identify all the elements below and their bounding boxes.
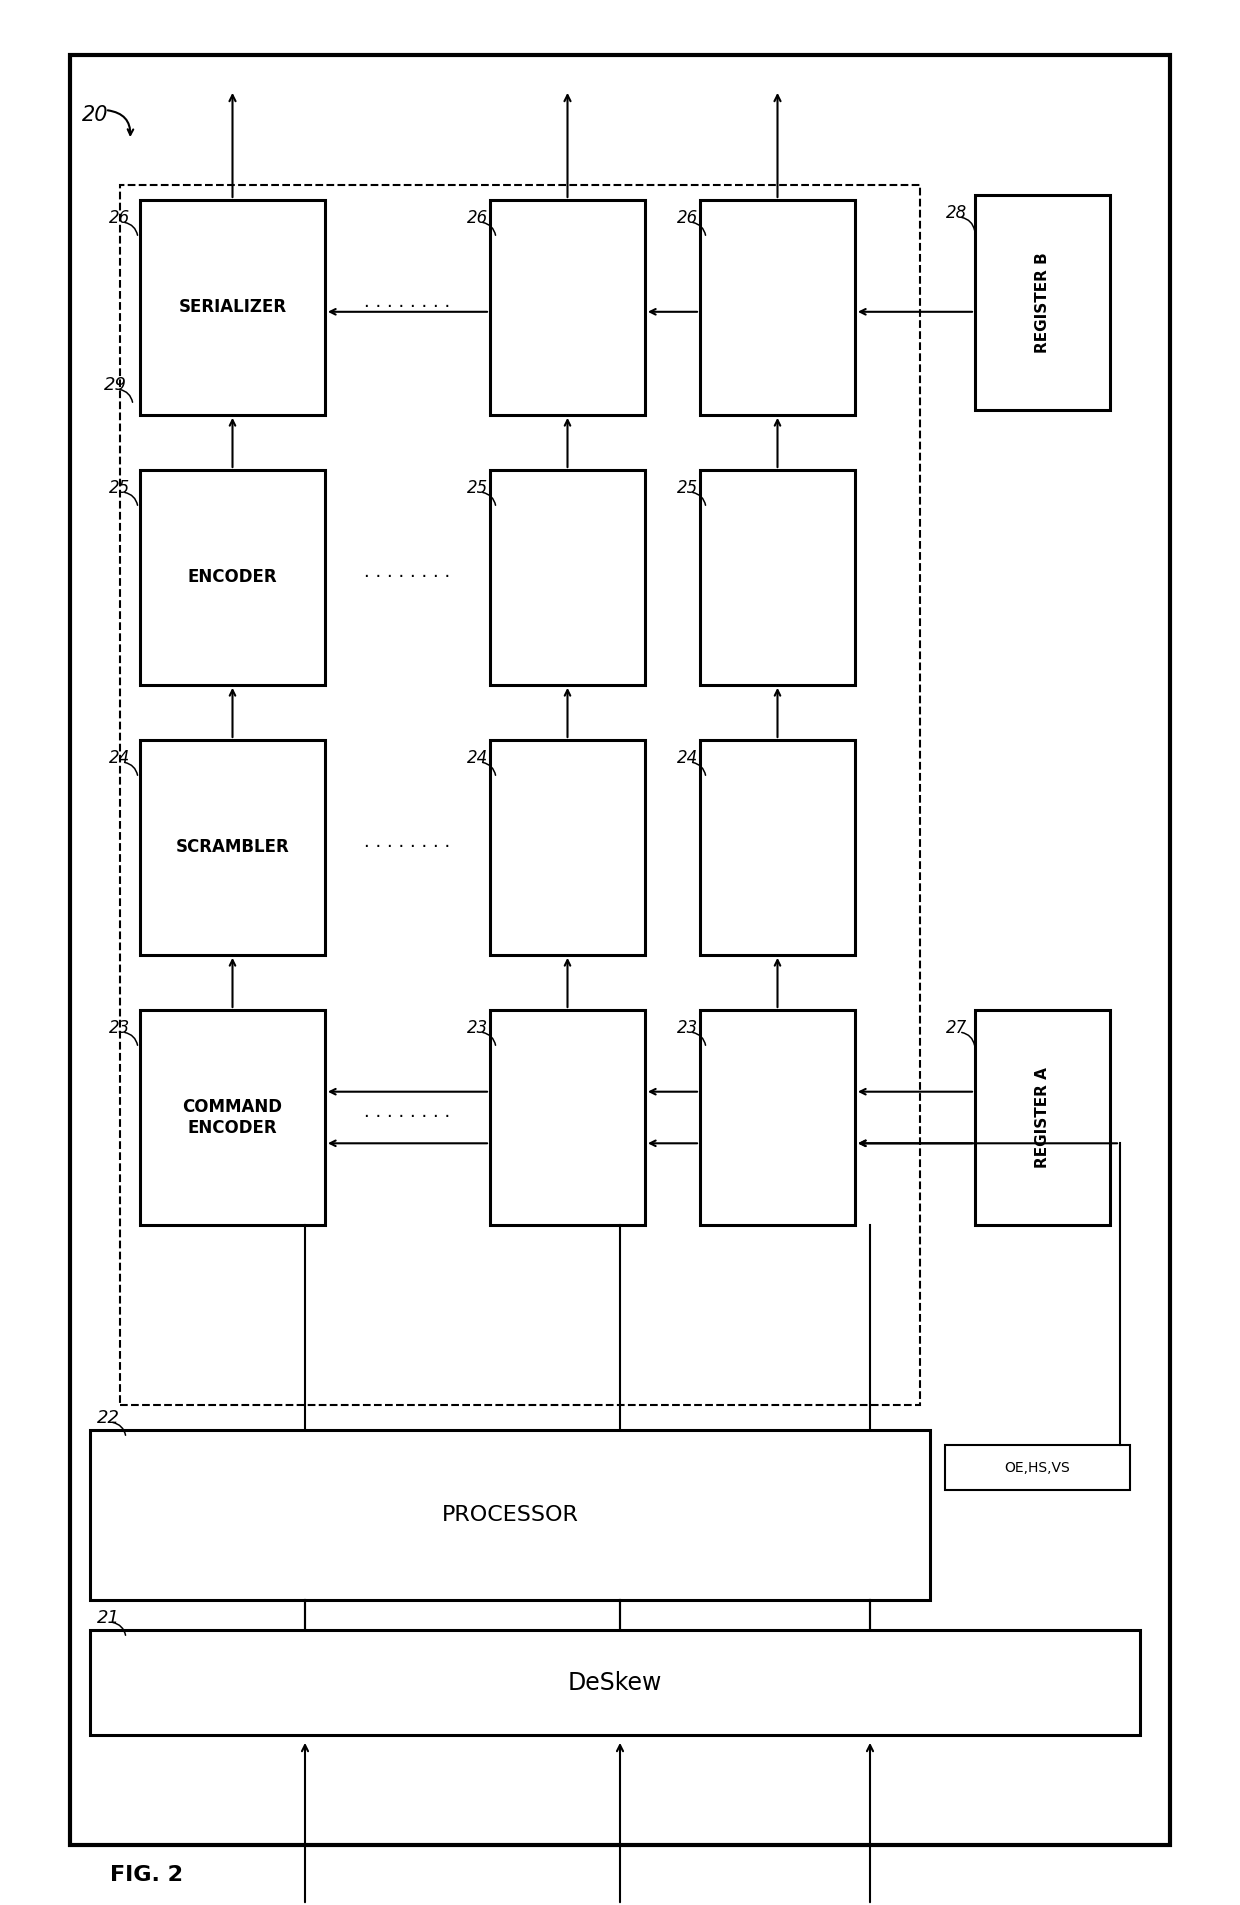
Bar	[701, 200, 856, 415]
Text: 25: 25	[467, 478, 489, 497]
Bar	[701, 471, 856, 686]
Text: 23: 23	[677, 1019, 698, 1036]
Bar	[69, 55, 1171, 1846]
Bar	[490, 200, 645, 415]
Text: 23: 23	[467, 1019, 489, 1036]
Text: DeSkew: DeSkew	[568, 1671, 662, 1695]
Bar	[91, 1431, 930, 1600]
Text: 27: 27	[946, 1019, 967, 1036]
Bar	[490, 1010, 645, 1225]
Text: 20: 20	[82, 105, 108, 126]
Text: · · · · · · · ·: · · · · · · · ·	[365, 568, 450, 587]
Bar	[945, 1446, 1130, 1490]
Text: PROCESSOR: PROCESSOR	[441, 1505, 578, 1526]
Text: 26: 26	[109, 210, 130, 227]
Text: 29: 29	[103, 375, 126, 394]
Text: 24: 24	[109, 749, 130, 768]
Text: 21: 21	[97, 1610, 119, 1627]
Text: 25: 25	[677, 478, 698, 497]
Text: SCRAMBLER: SCRAMBLER	[176, 838, 289, 857]
Bar	[490, 471, 645, 686]
Text: ENCODER: ENCODER	[187, 568, 278, 587]
Text: REGISTER B: REGISTER B	[1035, 251, 1050, 352]
Bar	[490, 739, 645, 954]
Bar	[140, 200, 325, 415]
Bar	[91, 1631, 1140, 1735]
Bar	[975, 194, 1110, 410]
Bar	[701, 739, 856, 954]
Text: SERIALIZER: SERIALIZER	[179, 299, 286, 316]
Text: 23: 23	[109, 1019, 130, 1036]
Text: REGISTER A: REGISTER A	[1035, 1067, 1050, 1168]
Bar	[140, 471, 325, 686]
Text: 26: 26	[467, 210, 489, 227]
Text: 24: 24	[677, 749, 698, 768]
Bar	[975, 1010, 1110, 1225]
Text: OE,HS,VS: OE,HS,VS	[1004, 1461, 1070, 1474]
Bar	[140, 1010, 325, 1225]
Text: 22: 22	[97, 1410, 119, 1427]
Bar	[701, 1010, 856, 1225]
Text: 26: 26	[677, 210, 698, 227]
Text: · · · · · · · ·: · · · · · · · ·	[365, 838, 450, 857]
Bar	[140, 739, 325, 954]
Text: · · · · · · · ·: · · · · · · · ·	[365, 1109, 450, 1126]
Text: FIG. 2: FIG. 2	[110, 1865, 184, 1886]
Bar	[120, 185, 920, 1406]
Text: 25: 25	[109, 478, 130, 497]
Text: 28: 28	[946, 204, 967, 223]
Text: · · · · · · · ·: · · · · · · · ·	[365, 299, 450, 316]
Text: 24: 24	[467, 749, 489, 768]
Text: COMMAND
ENCODER: COMMAND ENCODER	[182, 1097, 283, 1137]
